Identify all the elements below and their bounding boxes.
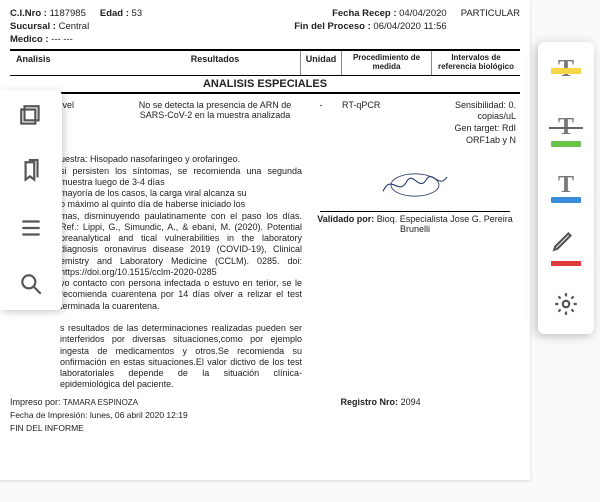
fin-value: 06/04/2020 11:56: [373, 21, 446, 32]
fecha-imp-value: lunes, 06 abril 2020 12:19: [90, 410, 188, 420]
suc-value: Central: [59, 21, 90, 32]
ci-label: C.I.Nro :: [10, 8, 47, 19]
right-annotation-toolbar: T T T: [538, 42, 594, 334]
signature-icon: [375, 166, 455, 204]
pencil-icon: [551, 227, 577, 253]
impreso-label: Impreso por:: [10, 397, 61, 407]
cell-proc: RT-qPCR: [342, 100, 432, 147]
edad-label: Edad :: [100, 8, 129, 19]
highlight-bar: [551, 261, 581, 266]
text-icon: T: [558, 175, 574, 195]
pages-button[interactable]: [15, 100, 47, 132]
header-row-3: Medico : --- ---: [10, 34, 520, 45]
result-row: -2 (2019-novel s) No se detecta la prese…: [10, 100, 520, 147]
validado-label: Validado por:: [317, 214, 374, 224]
col-analisis: Analisis: [10, 51, 130, 75]
search-icon: [18, 271, 44, 297]
doc-footer: Impreso por: TAMARA ESPINOZA Registro Nr…: [10, 397, 520, 433]
header-row-1: C.I.Nro : 1187985 Edad : 53 Fecha Recep …: [10, 8, 520, 19]
fin-informe: FIN DEL INFORME: [10, 423, 520, 433]
bookmarks-button[interactable]: [15, 156, 47, 188]
col-unidad: Unidad: [300, 51, 342, 75]
pdf-document-page: C.I.Nro : 1187985 Edad : 53 Fecha Recep …: [0, 0, 530, 480]
table-header: Analisis Resultados Unidad Procedimiento…: [10, 49, 520, 76]
highlight-bar: [551, 141, 581, 147]
strike-icon: [549, 127, 583, 129]
cell-unidad: -: [300, 100, 342, 147]
strikethrough-green-button[interactable]: T: [550, 114, 582, 146]
left-toolbar: [0, 90, 62, 310]
cell-result: No se detecta la presencia de ARN de SAR…: [130, 100, 300, 147]
pages-icon: [18, 103, 44, 129]
registro-value: 2094: [401, 397, 421, 407]
ci-value: 1187985: [50, 8, 86, 19]
medico-label: Medico :: [10, 34, 49, 45]
impreso-value: TAMARA ESPINOZA: [63, 398, 138, 407]
medico-value: --- ---: [51, 34, 73, 45]
col-ref: Intervalos de referencia biológico: [432, 51, 520, 75]
gear-icon: [553, 291, 579, 317]
registro-label: Registro Nro:: [341, 397, 399, 407]
outline-icon: [18, 215, 44, 241]
col-proc: Procedimiento de medida: [342, 51, 432, 75]
recep-label: Fecha Recep :: [332, 8, 396, 19]
tipo-value: PARTICULAR: [461, 8, 520, 19]
fin-label: Fin del Proceso :: [294, 21, 371, 32]
underline-blue-button[interactable]: T: [550, 172, 582, 204]
header-row-2: Sucursal : Central Fin del Proceso : 06/…: [10, 21, 520, 32]
validado-value: Bioq. Especialista Jose G. Pereira Brune…: [377, 214, 513, 234]
highlight-yellow-button[interactable]: T: [550, 56, 582, 88]
draw-red-button[interactable]: [550, 230, 582, 262]
section-title: ANALISIS ESPECIALES: [10, 76, 520, 94]
settings-button[interactable]: [550, 288, 582, 320]
edad-value: 53: [132, 8, 143, 19]
highlight-bar: [551, 68, 581, 74]
highlight-bar: [551, 197, 581, 203]
col-resultados: Resultados: [130, 51, 300, 75]
bookmarks-icon: [18, 159, 44, 185]
fecha-imp-label: Fecha de Impresión:: [10, 410, 87, 420]
recep-value: 04/04/2020: [399, 8, 447, 19]
signature-block: Validado por: Bioq. Especialista Jose G.…: [310, 154, 520, 390]
cell-ref: Sensibilidad: 0. copias/uL Gen target: R…: [432, 100, 520, 147]
outline-button[interactable]: [15, 212, 47, 244]
search-button[interactable]: [15, 268, 47, 300]
suc-label: Sucursal :: [10, 21, 56, 32]
